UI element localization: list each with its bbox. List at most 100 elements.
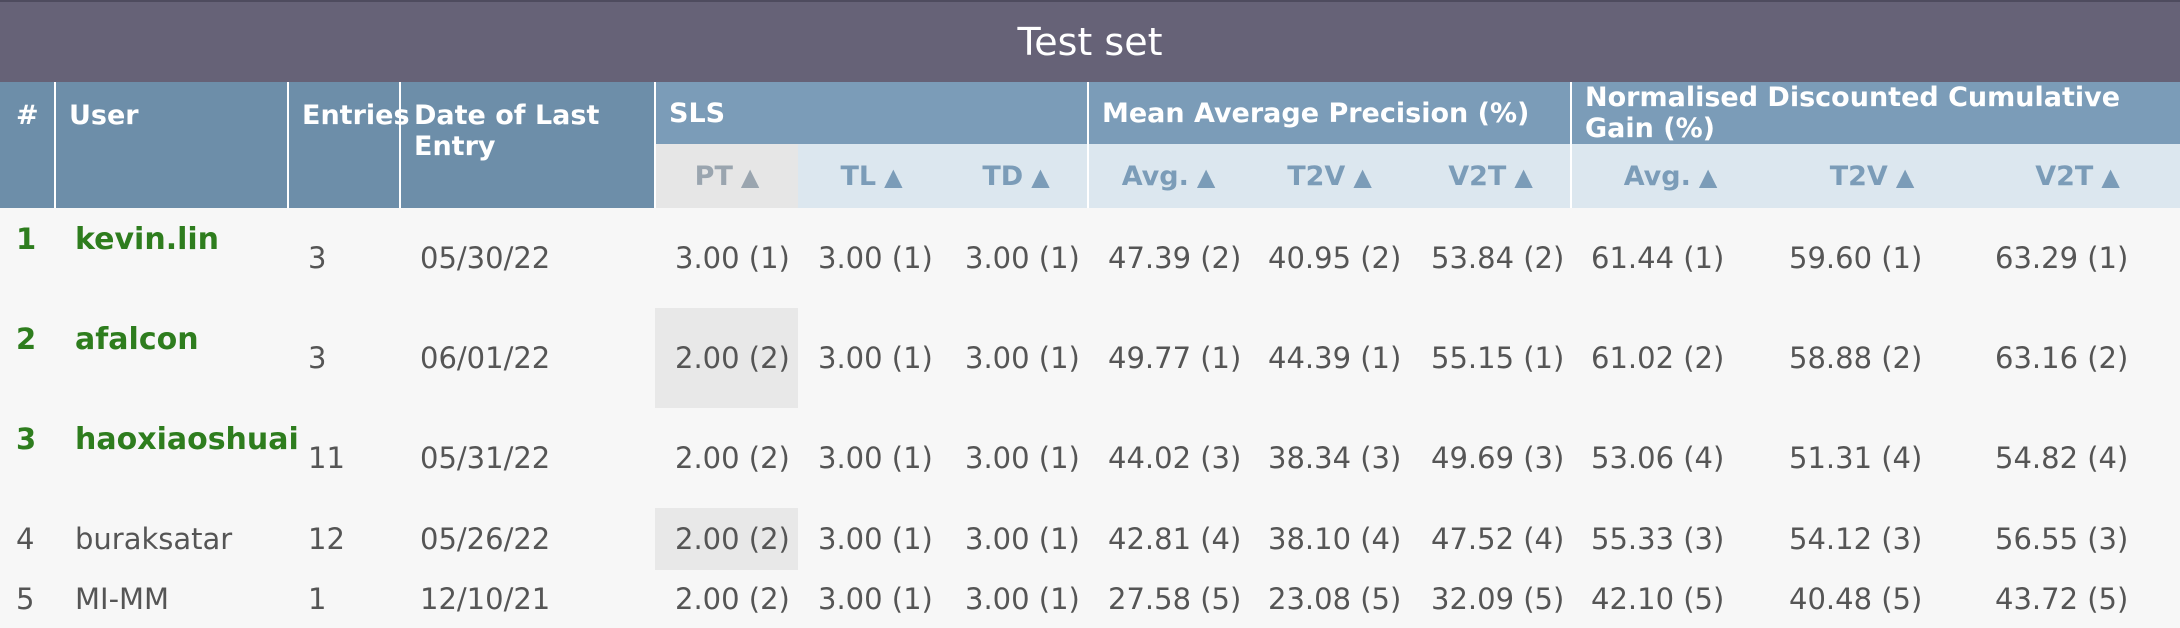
sls-pt-cell: 3.00 (1): [675, 241, 790, 275]
date-cell: 05/26/22: [420, 522, 551, 556]
sort-map-v2t[interactable]: V2T ▲: [1411, 144, 1571, 208]
sort-up-icon: ▲: [1895, 162, 1915, 191]
group-ndcg-header: Normalised Discounted Cumulative Gain (%…: [1570, 82, 2180, 144]
ndcg-avg-cell: 42.10 (5): [1591, 582, 1725, 616]
sort-up-icon: ▲: [1514, 162, 1533, 191]
rank-cell: 5: [16, 582, 35, 616]
sort-up-icon: ▲: [740, 162, 760, 191]
sls-td-cell: 3.00 (1): [965, 341, 1080, 375]
sort-up-icon: ▲: [1353, 162, 1372, 191]
map-v2t-cell: 32.09 (5): [1431, 582, 1565, 616]
map-v2t-cell: 53.84 (2): [1431, 241, 1565, 275]
entries-cell: 1: [308, 582, 327, 616]
sort-ndcg-avg[interactable]: Avg. ▲: [1570, 144, 1769, 208]
col-rank-header: #: [0, 82, 55, 208]
map-avg-cell: 47.39 (2): [1108, 241, 1242, 275]
sls-tl-cell: 3.00 (1): [818, 241, 933, 275]
ndcg-t2v-cell: 59.60 (1): [1789, 241, 1923, 275]
ndcg-v2t-cell: 63.29 (1): [1995, 241, 2129, 275]
map-avg-cell: 49.77 (1): [1108, 341, 1242, 375]
map-avg-cell: 44.02 (3): [1108, 441, 1242, 475]
sls-tl-cell: 3.00 (1): [818, 341, 933, 375]
rank-cell: 3: [16, 422, 37, 456]
sort-label: V2T: [1448, 160, 1507, 192]
sort-label: Avg.: [1623, 160, 1691, 192]
sls-pt-cell: 2.00 (2): [675, 441, 790, 475]
user-cell: haoxiaoshuai: [75, 422, 299, 457]
sls-td-cell: 3.00 (1): [965, 522, 1080, 556]
ndcg-t2v-cell: 51.31 (4): [1789, 441, 1923, 475]
table-row: 5 MI-MM 1 12/10/21 2.00 (2) 3.00 (1) 3.0…: [0, 570, 2180, 628]
sort-ndcg-v2t[interactable]: V2T ▲: [1975, 144, 2180, 208]
map-t2v-cell: 40.95 (2): [1268, 241, 1402, 275]
sort-up-icon: ▲: [1031, 162, 1050, 191]
date-cell: 05/31/22: [420, 441, 551, 475]
sort-ndcg-t2v[interactable]: T2V ▲: [1769, 144, 1975, 208]
sls-pt-cell: 2.00 (2): [655, 308, 798, 408]
sls-td-cell: 3.00 (1): [965, 441, 1080, 475]
entries-cell: 3: [308, 241, 327, 275]
sort-up-icon: ▲: [1196, 162, 1216, 191]
sort-label: TL: [840, 160, 877, 192]
group-map-header: Mean Average Precision (%): [1087, 82, 1571, 144]
table-row: 4 buraksatar 12 05/26/22 2.00 (2) 3.00 (…: [0, 508, 2180, 570]
group-sls-header: SLS: [654, 82, 1088, 144]
map-avg-cell: 42.81 (4): [1108, 522, 1242, 556]
sort-map-avg[interactable]: Avg. ▲: [1087, 144, 1248, 208]
ndcg-avg-cell: 55.33 (3): [1591, 522, 1725, 556]
map-v2t-cell: 47.52 (4): [1431, 522, 1565, 556]
sort-map-t2v[interactable]: T2V ▲: [1248, 144, 1411, 208]
ndcg-t2v-cell: 54.12 (3): [1789, 522, 1923, 556]
ndcg-t2v-cell: 40.48 (5): [1789, 582, 1923, 616]
map-v2t-cell: 55.15 (1): [1431, 341, 1565, 375]
ndcg-avg-cell: 53.06 (4): [1591, 441, 1725, 475]
sls-pt-cell: 2.00 (2): [655, 508, 798, 570]
sort-label: PT: [694, 160, 733, 192]
map-t2v-cell: 38.34 (3): [1268, 441, 1402, 475]
rank-cell: 2: [16, 322, 37, 356]
ndcg-avg-cell: 61.44 (1): [1591, 241, 1725, 275]
col-user-header: User: [54, 82, 288, 208]
sort-label: T2V: [1829, 160, 1888, 192]
ndcg-v2t-cell: 63.16 (2): [1995, 341, 2129, 375]
sort-label: Avg.: [1121, 160, 1189, 192]
sort-sls-td[interactable]: TD ▲: [945, 144, 1088, 208]
ndcg-t2v-cell: 58.88 (2): [1789, 341, 1923, 375]
entries-cell: 3: [308, 341, 327, 375]
user-cell: afalcon: [75, 322, 199, 357]
sort-sls-tl[interactable]: TL ▲: [798, 144, 945, 208]
sls-tl-cell: 3.00 (1): [818, 441, 933, 475]
date-cell: 05/30/22: [420, 241, 551, 275]
sort-label: T2V: [1287, 160, 1346, 192]
sort-label: V2T: [2035, 160, 2094, 192]
map-t2v-cell: 38.10 (4): [1268, 522, 1402, 556]
sort-up-icon: ▲: [1698, 162, 1718, 191]
sls-tl-cell: 3.00 (1): [818, 582, 933, 616]
rank-cell: 4: [16, 522, 35, 556]
leaderboard-title: Test set: [0, 0, 2180, 82]
table-row: 1 kevin.lin 3 05/30/22 3.00 (1) 3.00 (1)…: [0, 208, 2180, 308]
results-table: # User Entries Date of Last Entry SLS Me…: [0, 82, 2180, 628]
table-row: 3 haoxiaoshuai 11 05/31/22 2.00 (2) 3.00…: [0, 408, 2180, 508]
user-cell: buraksatar: [75, 522, 233, 556]
sls-pt-cell: 2.00 (2): [675, 582, 790, 616]
user-cell: kevin.lin: [75, 222, 220, 257]
ndcg-v2t-cell: 56.55 (3): [1995, 522, 2129, 556]
ndcg-avg-cell: 61.02 (2): [1591, 341, 1725, 375]
map-t2v-cell: 44.39 (1): [1268, 341, 1402, 375]
ndcg-v2t-cell: 54.82 (4): [1995, 441, 2129, 475]
entries-cell: 12: [308, 522, 345, 556]
date-cell: 12/10/21: [420, 582, 551, 616]
map-avg-cell: 27.58 (5): [1108, 582, 1242, 616]
sort-up-icon: ▲: [884, 162, 903, 191]
ndcg-v2t-cell: 43.72 (5): [1995, 582, 2129, 616]
table-row: 2 afalcon 3 06/01/22 2.00 (2) 3.00 (1) 3…: [0, 308, 2180, 408]
sort-sls-pt[interactable]: PT ▲: [654, 144, 798, 208]
user-cell: MI-MM: [75, 582, 170, 616]
entries-cell: 11: [308, 441, 345, 475]
map-t2v-cell: 23.08 (5): [1268, 582, 1402, 616]
map-v2t-cell: 49.69 (3): [1431, 441, 1565, 475]
rank-cell: 1: [16, 222, 37, 256]
sls-tl-cell: 3.00 (1): [818, 522, 933, 556]
